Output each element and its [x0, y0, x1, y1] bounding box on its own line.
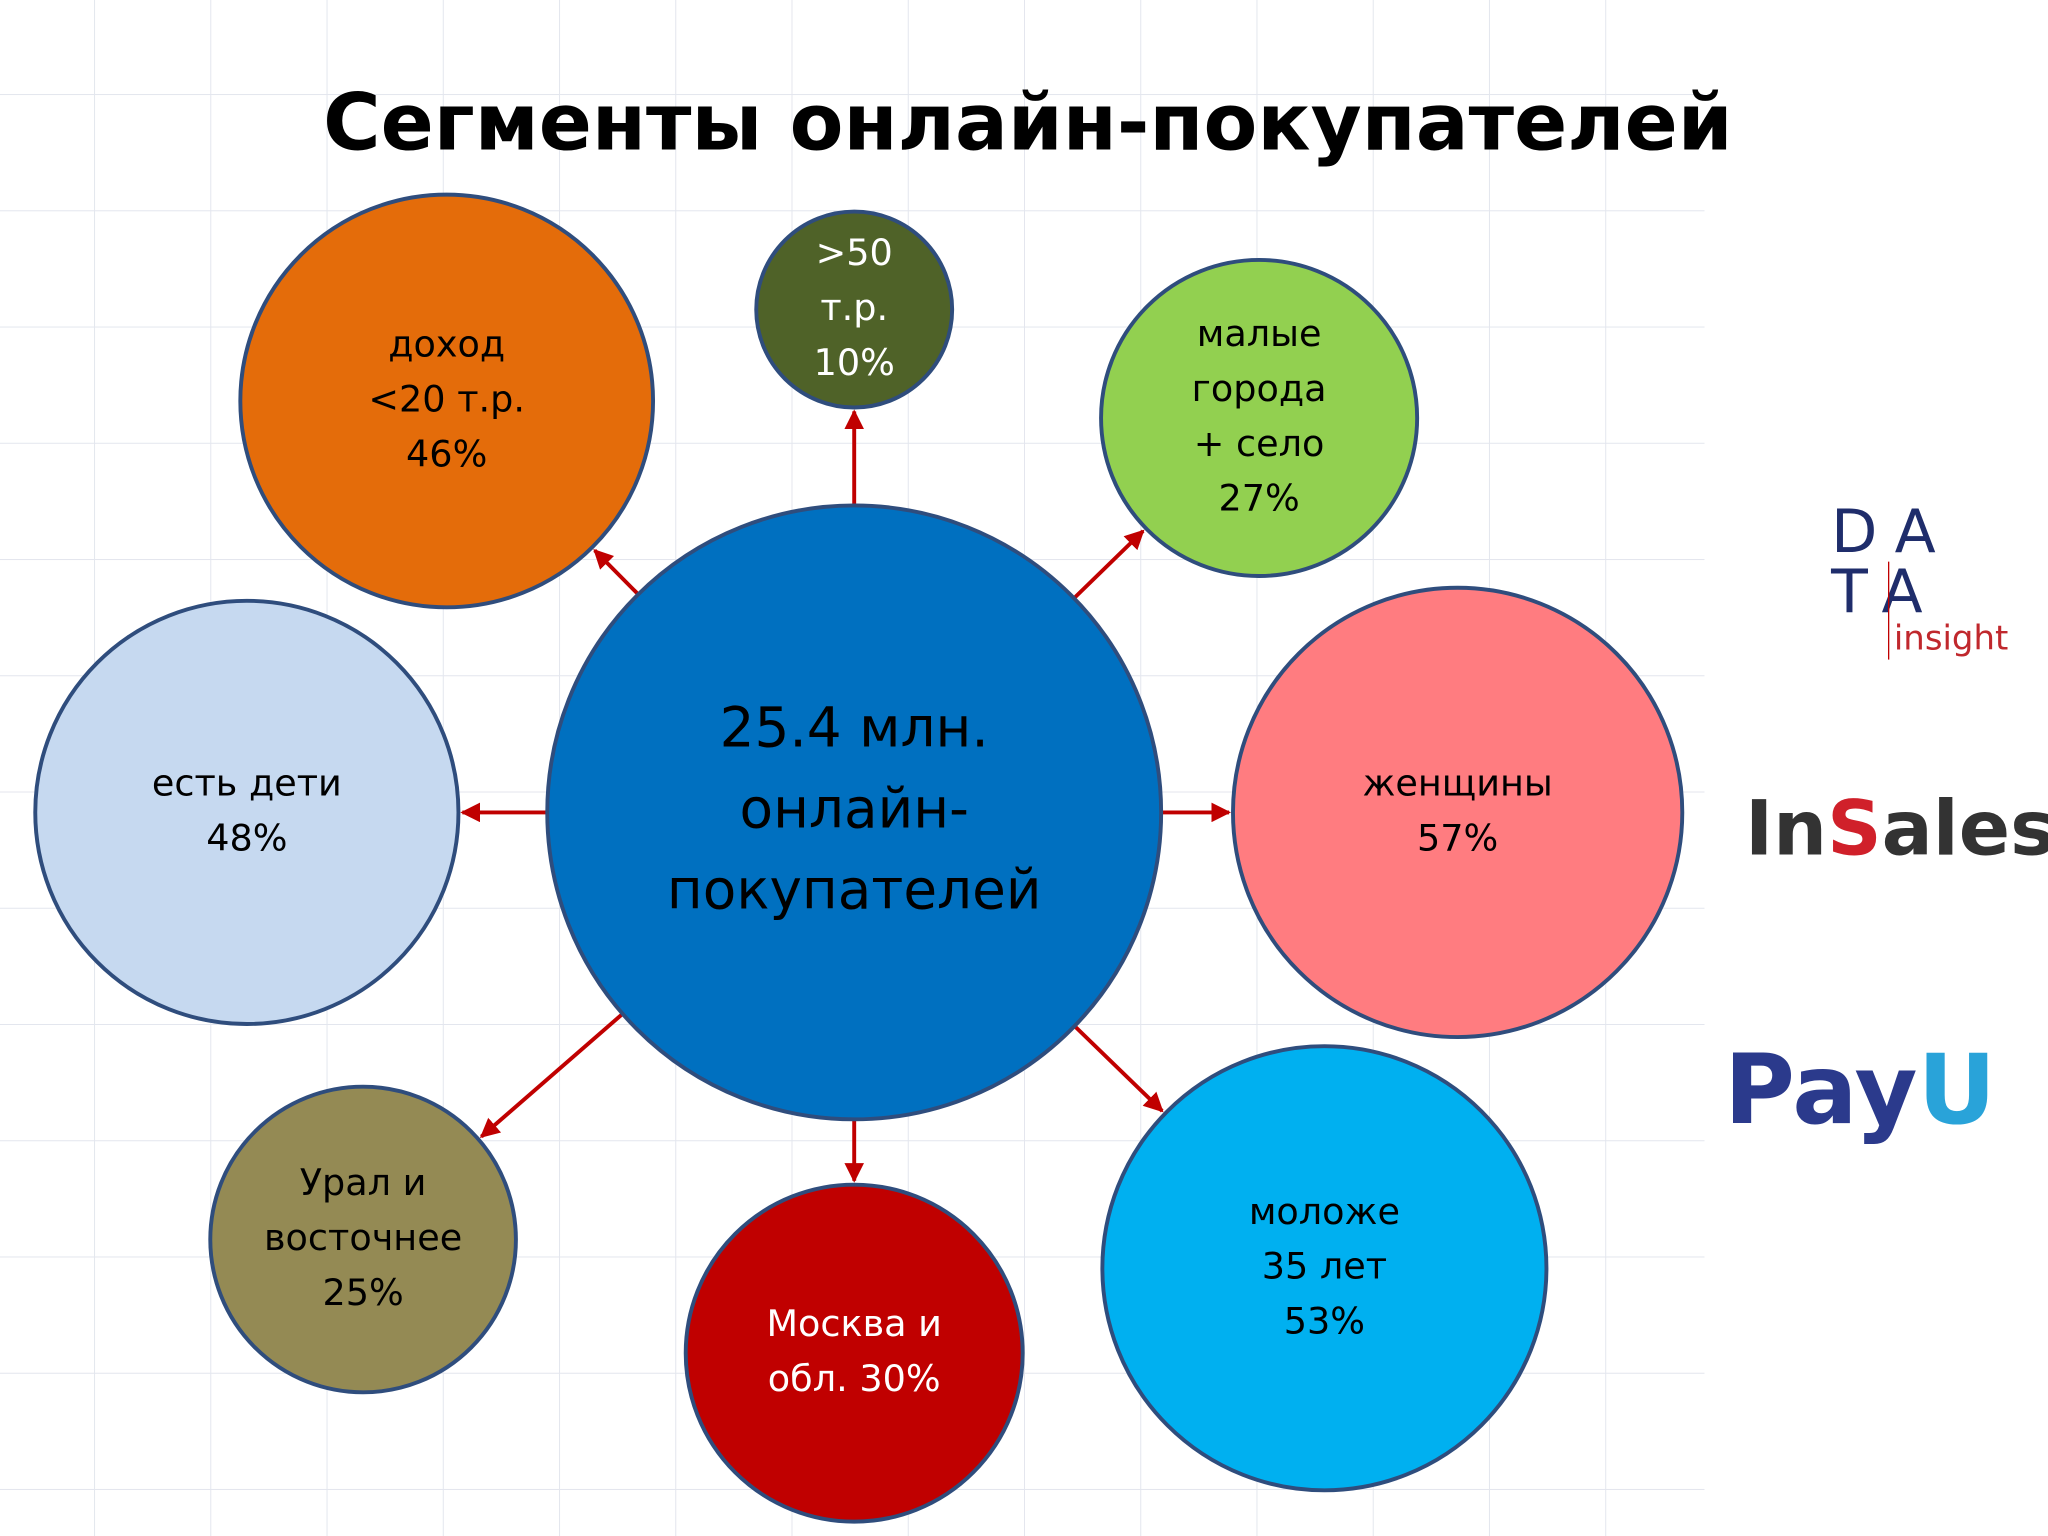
segment-circle: [1100, 1044, 1549, 1493]
title: Сегменты онлайн-покупателей: [323, 77, 1733, 168]
segment-circle: [754, 209, 955, 410]
logo-text: PayU: [1724, 1034, 1996, 1147]
node-label: обл. 30%: [768, 1357, 941, 1400]
node-label: онлайн-: [740, 777, 969, 841]
node-label: >50: [816, 231, 893, 274]
logo-part: S: [1827, 784, 1882, 872]
node-label: доход: [388, 323, 505, 366]
node-label: 53%: [1284, 1300, 1365, 1343]
logos: DA TA insight InSales PayU: [1724, 497, 2048, 1146]
node-label: 10%: [814, 341, 895, 384]
segment-node: моложе 35 лет 53%: [1100, 1044, 1549, 1493]
segment-node: есть дети 48%: [33, 598, 461, 1026]
segment-circle: [683, 1182, 1025, 1524]
logo-part: In: [1745, 784, 1827, 872]
segment-node: Урал и восточнее 25%: [208, 1084, 518, 1395]
logo-text: InSales: [1745, 784, 2048, 872]
segment-circle: [1231, 585, 1685, 1040]
node-label: <20 т.р.: [368, 377, 525, 420]
segment-node: малые города + село 27%: [1099, 257, 1420, 578]
logo-part: Pay: [1724, 1034, 1917, 1147]
logo-part: U: [1918, 1034, 1996, 1147]
node-label: 25%: [322, 1271, 403, 1314]
logo-text: insight: [1894, 619, 2008, 659]
segment-node: Москва и обл. 30%: [683, 1182, 1025, 1524]
logo-part: ales: [1882, 784, 2048, 872]
node-label: 46%: [406, 432, 487, 475]
node-label: 35 лет: [1262, 1245, 1387, 1288]
node-label: Москва и: [766, 1302, 941, 1345]
segment-circle: [238, 192, 656, 610]
center-node: 25.4 млн. онлайн-покупателей: [545, 503, 1164, 1122]
connector-arrow: [1068, 529, 1145, 605]
connector-arrow: [1068, 1020, 1164, 1113]
node-label: 57%: [1417, 816, 1498, 859]
segment-circle: [1099, 257, 1420, 578]
node-label: покупателей: [667, 858, 1042, 922]
logo-text: DA: [1831, 497, 1954, 567]
connector-arrow: [593, 548, 645, 601]
node-label: города: [1192, 367, 1327, 410]
node-label: 27%: [1218, 477, 1299, 520]
segment-node: женщины 57%: [1231, 585, 1685, 1040]
segment-node: доход <20 т.р. 46%: [238, 192, 656, 610]
center-circle: [545, 503, 1164, 1122]
node-label: 25.4 млн.: [720, 696, 989, 760]
node-label: женщины: [1362, 761, 1552, 804]
node-label: т.р.: [820, 286, 888, 329]
connector-arrow: [479, 1008, 629, 1139]
segment-node: >50 т.р. 10%: [754, 209, 955, 410]
segment-circle: [208, 1084, 518, 1395]
logo-text: TA: [1830, 557, 1941, 627]
node-label: 48%: [206, 816, 287, 859]
node-label: + село: [1194, 422, 1325, 465]
node-label: восточнее: [264, 1216, 462, 1259]
node-label: моложе: [1249, 1190, 1400, 1233]
node-label: Урал и: [300, 1161, 427, 1204]
node-label: малые: [1197, 312, 1322, 355]
node-label: есть дети: [152, 761, 342, 804]
segment-circle: [33, 598, 461, 1026]
